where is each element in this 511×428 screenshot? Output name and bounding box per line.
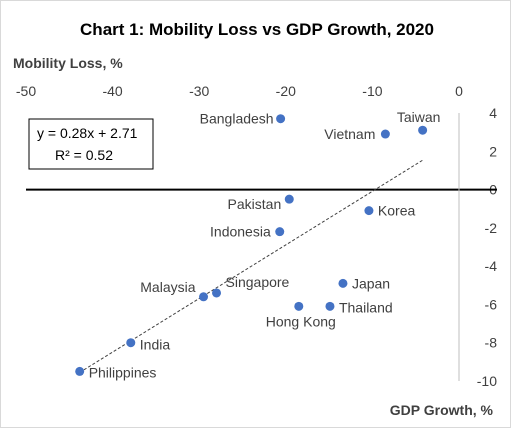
point-philippines [75, 366, 85, 376]
point-vietnam [380, 129, 390, 139]
label-india: India [140, 337, 171, 353]
trendline [79, 159, 423, 373]
x-tick-label: -20 [276, 83, 296, 99]
y-tick-label: 4 [489, 105, 497, 121]
label-japan: Japan [352, 275, 390, 291]
trendline-equation: y = 0.28x + 2.71 [37, 125, 138, 141]
trendline-r-squared: R² = 0.52 [55, 147, 113, 163]
x-tick-labels: -50 -40 -30 -20 -10 0 [16, 83, 463, 99]
y-axis-title: Mobility Loss, % [13, 55, 123, 71]
y-tick-labels: 420-2-4-6-8-10 [477, 105, 497, 389]
point-korea [364, 206, 374, 216]
point-bangladesh [276, 114, 286, 124]
point-indonesia [275, 227, 285, 237]
x-tick-label: -50 [16, 83, 36, 99]
label-indonesia: Indonesia [210, 224, 271, 240]
x-axis-title: GDP Growth, % [390, 402, 494, 418]
point-japan [338, 278, 348, 288]
point-singapore [212, 288, 222, 298]
label-korea: Korea [378, 203, 416, 219]
label-thailand: Thailand [339, 299, 393, 315]
y-tick-label: -10 [477, 373, 497, 389]
chart-title: Chart 1: Mobility Loss vs GDP Growth, 20… [80, 20, 434, 39]
point-pakistan [284, 194, 294, 204]
label-taiwan: Taiwan [397, 109, 441, 125]
y-tick-label: -4 [485, 258, 498, 274]
point-india [126, 338, 136, 348]
x-tick-label: 0 [455, 83, 463, 99]
x-tick-label: -40 [102, 83, 122, 99]
y-tick-label: -2 [485, 220, 498, 236]
label-pakistan: Pakistan [228, 196, 282, 212]
point-taiwan [418, 125, 428, 135]
data-points [75, 114, 428, 376]
x-tick-label: -30 [189, 83, 209, 99]
label-hong-kong: Hong Kong [266, 313, 336, 329]
label-vietnam: Vietnam [324, 126, 375, 142]
trendline-equation-box: y = 0.28x + 2.71 R² = 0.52 [28, 118, 154, 170]
y-tick-label: -6 [485, 296, 498, 312]
label-bangladesh: Bangladesh [200, 111, 274, 127]
x-tick-label: -10 [362, 83, 382, 99]
point-hong-kong [294, 301, 304, 311]
y-tick-label: -8 [485, 335, 498, 351]
label-singapore: Singapore [226, 274, 290, 290]
point-malaysia [199, 292, 209, 302]
point-thailand [325, 301, 335, 311]
y-tick-label: 2 [489, 143, 497, 159]
label-malaysia: Malaysia [140, 279, 195, 295]
point-labels: Bangladesh Taiwan Vietnam Pakistan Korea Indo… [89, 109, 441, 380]
label-philippines: Philippines [89, 364, 157, 380]
